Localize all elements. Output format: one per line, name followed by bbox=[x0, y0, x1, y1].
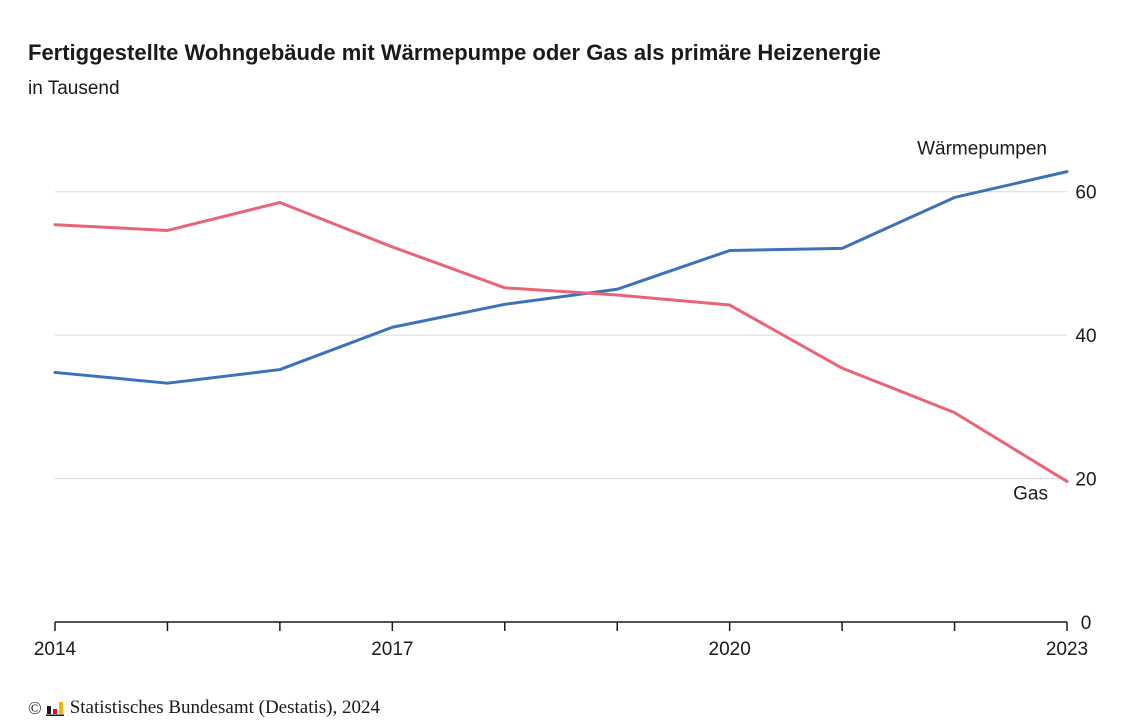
destatis-logo-icon bbox=[45, 700, 64, 716]
chart-subtitle: in Tausend bbox=[28, 78, 120, 99]
series-lines bbox=[53, 170, 1069, 483]
logo-bar-gold bbox=[58, 702, 63, 714]
y-tick-label-40: 40 bbox=[1075, 326, 1096, 347]
line-chart: 2014 2017 2020 2023 0 20 40 60 Wärmepumpen Gas bbox=[34, 139, 1097, 660]
source-text: Statistisches Bundesamt (Destatis), 2024 bbox=[69, 697, 380, 718]
x-tick-label-2023: 2023 bbox=[1046, 639, 1088, 660]
x-tick-label-2020: 2020 bbox=[709, 639, 751, 660]
x-tick-label-2014: 2014 bbox=[34, 639, 77, 660]
series-label-gas: Gas bbox=[1013, 483, 1048, 504]
chart-title: Fertiggestellte Wohngebäude mit Wärmepum… bbox=[28, 40, 881, 65]
gridlines bbox=[55, 191, 1067, 480]
x-tick-label-2017: 2017 bbox=[371, 639, 413, 660]
logo-baseline bbox=[45, 714, 64, 716]
y-tick-label-20: 20 bbox=[1075, 470, 1096, 491]
y-tick-label-0: 0 bbox=[1081, 613, 1092, 634]
x-axis: 2014 2017 2020 2023 bbox=[34, 621, 1088, 660]
source-footer: © Statistisches Bundesamt (Destatis), 20… bbox=[28, 697, 380, 719]
logo-bar-red bbox=[52, 709, 57, 714]
y-tick-label-60: 60 bbox=[1075, 183, 1096, 204]
copyright-icon: © bbox=[28, 697, 42, 718]
series-line-gas bbox=[53, 200, 1069, 483]
series-line-waermepumpen bbox=[53, 170, 1069, 385]
series-labels: Wärmepumpen Gas bbox=[917, 139, 1048, 505]
y-axis: 0 20 40 60 bbox=[1075, 183, 1096, 634]
logo-bar-black bbox=[46, 706, 51, 714]
series-label-waermepumpen: Wärmepumpen bbox=[917, 139, 1047, 160]
